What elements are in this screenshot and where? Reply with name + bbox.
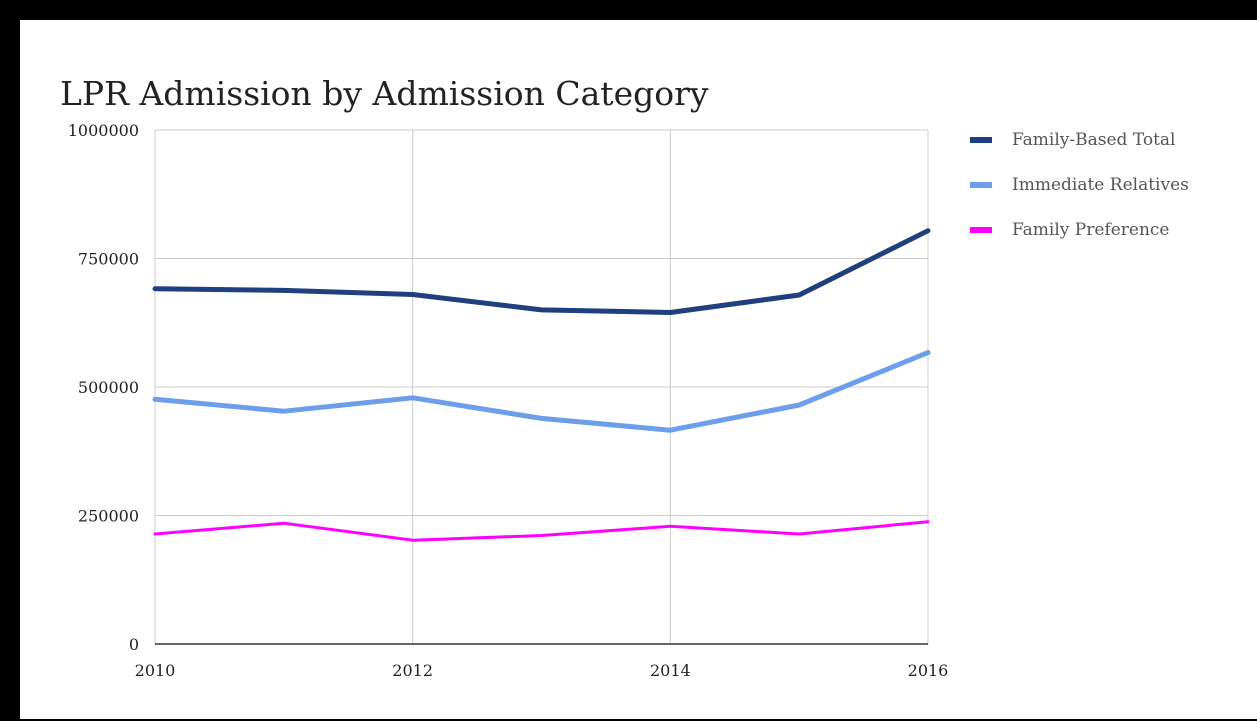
chart-frame: LPR Admission by Admission Category 0 250… [20,20,1257,719]
y-tick-label: 500000 [78,378,139,397]
legend-swatch [970,181,992,188]
chart-legend: Family-Based Total Immediate Relatives Fam… [970,117,1189,252]
legend-item: Family-Based Total [970,117,1189,162]
series-line-family-based-total [152,228,931,315]
y-tick-label: 0 [129,635,139,654]
chart-title: LPR Admission by Admission Category [60,74,709,113]
series-line-immediate-relatives [152,350,931,433]
x-tick-label: 2010 [135,661,176,680]
series-line-family-preference [153,520,930,542]
legend-item: Immediate Relatives [970,162,1189,207]
x-tick-label: 2016 [908,661,949,680]
y-tick-label: 1000000 [68,121,139,140]
line-chart: 0 250000 500000 750000 1000000 2010 2012 2014 20… [68,121,949,680]
legend-label: Family Preference [1012,219,1170,240]
legend-item: Family Preference [970,207,1189,252]
y-tick-label: 250000 [78,507,139,526]
legend-swatch [970,226,992,233]
x-tick-label: 2014 [650,661,691,680]
y-tick-label: 750000 [78,250,139,269]
legend-label: Family-Based Total [1012,129,1176,150]
legend-swatch [970,136,992,143]
legend-label: Immediate Relatives [1012,174,1189,195]
x-tick-label: 2012 [392,661,433,680]
